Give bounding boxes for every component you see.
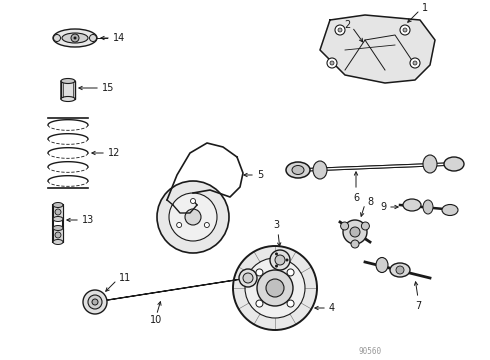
Text: 90560: 90560 (359, 347, 382, 356)
Circle shape (233, 246, 317, 330)
Circle shape (275, 252, 278, 256)
Ellipse shape (423, 155, 437, 173)
Text: 9: 9 (380, 202, 386, 212)
Text: 1: 1 (422, 3, 428, 13)
Ellipse shape (61, 78, 75, 84)
Text: 11: 11 (119, 273, 131, 283)
Circle shape (275, 255, 285, 265)
Ellipse shape (444, 157, 464, 171)
Text: 3: 3 (273, 220, 279, 230)
Circle shape (403, 28, 407, 32)
Circle shape (287, 300, 294, 307)
Circle shape (362, 222, 369, 230)
Circle shape (53, 35, 60, 41)
Ellipse shape (53, 239, 63, 244)
Circle shape (157, 181, 229, 253)
Circle shape (410, 58, 420, 68)
Text: 7: 7 (415, 301, 421, 311)
Circle shape (256, 269, 263, 276)
Circle shape (341, 222, 348, 230)
Ellipse shape (403, 199, 421, 211)
Circle shape (243, 273, 253, 283)
Circle shape (350, 227, 360, 237)
Ellipse shape (442, 204, 458, 216)
Circle shape (351, 240, 359, 248)
Ellipse shape (53, 202, 63, 207)
Circle shape (286, 258, 289, 261)
Circle shape (92, 299, 98, 305)
Circle shape (400, 25, 410, 35)
Circle shape (327, 58, 337, 68)
Ellipse shape (423, 200, 433, 214)
Circle shape (185, 209, 201, 225)
Text: 2: 2 (344, 20, 350, 30)
Bar (53, 205, 63, 219)
Circle shape (257, 270, 293, 306)
Text: 15: 15 (102, 83, 114, 93)
Circle shape (396, 266, 404, 274)
Circle shape (330, 61, 334, 65)
Ellipse shape (390, 263, 410, 277)
Bar (53, 228, 63, 242)
Circle shape (191, 198, 196, 203)
Circle shape (335, 25, 345, 35)
Text: 4: 4 (329, 303, 335, 313)
Circle shape (74, 36, 76, 40)
Circle shape (71, 34, 79, 42)
Circle shape (239, 269, 257, 287)
Text: 13: 13 (82, 215, 94, 225)
Ellipse shape (53, 29, 97, 47)
Ellipse shape (376, 257, 388, 273)
Text: 10: 10 (150, 315, 163, 325)
Ellipse shape (292, 166, 304, 175)
Ellipse shape (62, 33, 88, 43)
Circle shape (83, 290, 107, 314)
Circle shape (338, 28, 342, 32)
Text: 8: 8 (367, 197, 373, 207)
Circle shape (55, 209, 61, 215)
Text: 5: 5 (257, 170, 263, 180)
Circle shape (204, 222, 209, 228)
Circle shape (413, 61, 417, 65)
Bar (61, 81, 75, 99)
Circle shape (176, 222, 182, 228)
FancyBboxPatch shape (61, 81, 75, 99)
Polygon shape (88, 277, 253, 303)
Ellipse shape (313, 161, 327, 179)
Circle shape (287, 269, 294, 276)
Circle shape (270, 250, 290, 270)
Circle shape (275, 265, 278, 267)
Circle shape (55, 232, 61, 238)
Circle shape (343, 220, 367, 244)
Circle shape (90, 35, 97, 41)
Circle shape (256, 300, 263, 307)
Circle shape (266, 279, 284, 297)
Text: 14: 14 (113, 33, 125, 43)
Circle shape (88, 295, 102, 309)
Ellipse shape (61, 96, 75, 102)
Text: 6: 6 (353, 193, 359, 203)
Circle shape (169, 193, 217, 241)
Ellipse shape (53, 225, 63, 230)
Polygon shape (320, 15, 435, 83)
Ellipse shape (286, 162, 310, 178)
Text: 12: 12 (108, 148, 121, 158)
Circle shape (245, 258, 305, 318)
Ellipse shape (53, 216, 63, 221)
